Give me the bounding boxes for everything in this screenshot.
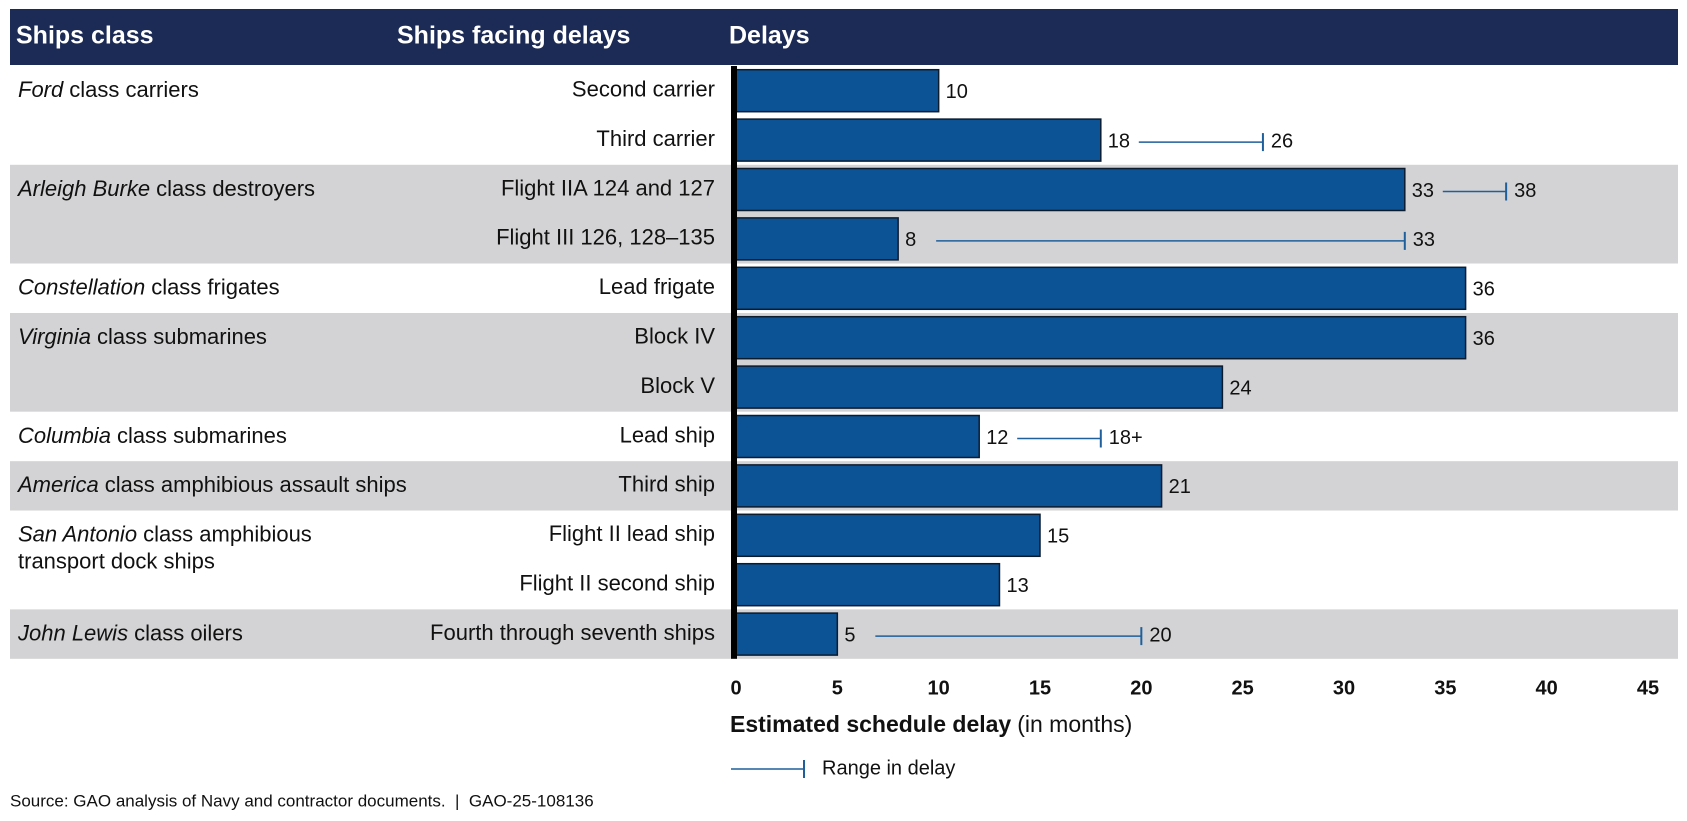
class-text: class destroyers [156,176,315,201]
x-axis-title-bold: Estimated schedule delay [730,711,1011,737]
ship-label: Third ship [618,472,715,497]
legend-label: Range in delay [822,757,955,779]
range-label: 20 [1149,624,1171,646]
class-italic: America [16,472,99,497]
x-tick-label: 25 [1232,677,1254,699]
class-italic: Constellation [18,274,145,299]
class-italic: Columbia [18,423,111,448]
ship-label: Block IV [634,324,715,349]
class-text: class submarines [117,423,287,448]
x-tick-label: 35 [1434,677,1456,699]
header-bar [10,9,1678,65]
x-tick-label: 40 [1536,677,1558,699]
row-band [10,609,1678,659]
ship-label: Third carrier [596,126,715,151]
bar [735,414,980,459]
bar [735,167,1406,212]
x-tick-label: 20 [1130,677,1152,699]
value-label: 18 [1108,130,1130,152]
ship-class: Ford class carriers [18,77,199,102]
value-label: 24 [1229,377,1251,399]
value-label: 5 [844,624,855,646]
bar [735,464,1163,508]
bar [735,217,899,261]
value-label: 33 [1412,180,1434,202]
x-tick-label: 0 [730,677,741,699]
column-header: Ships facing delays [397,22,630,50]
value-axis [731,66,737,659]
ship-class: Constellation class frigates [18,274,280,299]
ship-label: Flight II second ship [519,571,715,596]
bar [735,315,1467,360]
class-italic: San Antonio [18,521,137,546]
ship-class: America class amphibious assault ships [16,472,407,497]
ship-label: Flight II lead ship [549,521,715,546]
x-axis-title-rest: (in months) [1017,711,1132,737]
range-label: 33 [1413,229,1435,251]
ship-label: Lead ship [620,422,715,447]
ship-label: Second carrier [572,77,715,102]
value-label: 12 [986,427,1008,449]
class-italic: Arleigh Burke [16,176,150,201]
x-tick-label: 45 [1637,677,1659,699]
class-text: class amphibious [143,521,312,546]
x-tick-label: 30 [1333,677,1355,699]
value-label: 21 [1169,476,1191,498]
bar [735,266,1467,311]
source-note: Source: GAO analysis of Navy and contrac… [10,791,594,810]
range-label: 26 [1271,130,1293,152]
value-label: 10 [946,81,968,103]
class-text: transport dock ships [18,548,215,573]
class-italic: Virginia [18,324,91,349]
value-label: 36 [1473,328,1495,350]
column-header: Ships class [16,22,154,50]
x-tick-label: 5 [832,677,843,699]
value-label: 13 [1006,575,1028,597]
ship-class: John Lewis class oilers [17,620,243,645]
class-italic: John Lewis [17,620,128,645]
class-text: class oilers [134,620,243,645]
ship-class: Columbia class submarines [18,423,287,448]
bar [735,68,940,113]
x-tick-label: 15 [1029,677,1051,699]
class-text: class carriers [69,77,199,102]
ship-class: Arleigh Burke class destroyers [16,176,315,201]
x-tick-label: 10 [928,677,950,699]
class-italic: Ford [18,77,64,102]
bar [735,118,1102,162]
class-text: class amphibious assault ships [105,472,407,497]
ship-label: Fourth through seventh ships [430,620,715,645]
ship-class: Virginia class submarines [18,324,267,349]
value-label: 36 [1473,279,1495,301]
value-label: 8 [905,229,916,251]
class-text: class submarines [97,324,267,349]
x-axis-title: Estimated schedule delay (in months) [730,711,1132,737]
ship-label: Block V [640,373,715,398]
range-label: 38 [1514,180,1536,202]
value-label: 15 [1047,526,1069,548]
ship-label: Flight III 126, 128–135 [496,225,715,250]
range-label: 18+ [1109,427,1143,449]
bar [735,513,1041,558]
ship-class: San Antonio class amphibious transport doc… [18,521,312,573]
bar [735,612,839,656]
bar [735,365,1224,409]
bar [735,562,1001,607]
class-text: class frigates [151,274,279,299]
column-header: Delays [729,22,810,50]
ship-label: Flight IIA 124 and 127 [501,175,715,200]
ship-label: Lead frigate [599,274,715,299]
